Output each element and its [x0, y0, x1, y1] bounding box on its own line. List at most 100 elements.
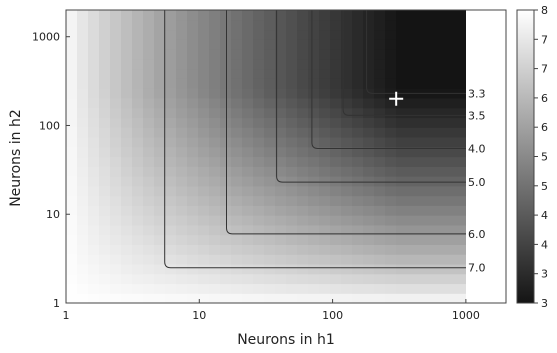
heatmap-cell [66, 283, 78, 294]
heatmap-cell [253, 283, 265, 294]
heatmap-cell [198, 234, 210, 245]
heatmap-cell [275, 293, 287, 303]
colorbar-tick-label: 5 [541, 151, 548, 164]
heatmap-cell [418, 185, 430, 197]
heatmap-cell [220, 78, 232, 89]
heatmap-cell [440, 185, 452, 197]
heatmap-cell [451, 205, 463, 216]
heatmap-cell [363, 185, 375, 197]
heatmap-cell [275, 29, 287, 40]
heatmap-cell [352, 97, 364, 109]
heatmap-cell [187, 234, 199, 245]
heatmap-cell [242, 224, 254, 236]
heatmap-cell [66, 29, 78, 40]
heatmap-cell [176, 215, 188, 226]
heatmap-cell [286, 49, 298, 60]
heatmap-cell [143, 185, 155, 197]
heatmap-cell [330, 166, 342, 177]
heatmap-cell [264, 10, 276, 21]
heatmap-cell [495, 78, 507, 88]
heatmap-cell [352, 166, 364, 177]
heatmap-cell [121, 185, 133, 197]
heatmap-cell [66, 205, 78, 216]
heatmap-cell [484, 78, 496, 88]
heatmap-cell [297, 205, 309, 216]
heatmap-cell [143, 127, 155, 138]
heatmap-cell [374, 166, 386, 177]
heatmap-cell [220, 146, 232, 158]
heatmap-cell [275, 283, 287, 294]
heatmap-cell [220, 156, 232, 167]
heatmap-cell [253, 117, 265, 128]
heatmap-cell [363, 88, 375, 99]
heatmap-cell [286, 78, 298, 89]
heatmap-cell [176, 254, 188, 265]
heatmap-cell [462, 58, 466, 70]
heatmap-cell [66, 185, 78, 197]
heatmap-cell [352, 254, 364, 265]
heatmap-cell [308, 156, 320, 167]
heatmap-cell [495, 166, 507, 176]
heatmap-cell [66, 49, 78, 60]
heatmap-cell [242, 254, 254, 265]
heatmap-cell [88, 107, 100, 119]
heatmap-cell [396, 156, 408, 167]
heatmap-cell [374, 29, 386, 40]
heatmap-cell [88, 234, 100, 245]
heatmap-cell [165, 273, 177, 285]
heatmap-cell [440, 78, 452, 89]
heatmap-cell [88, 273, 100, 285]
heatmap-cell [198, 176, 210, 187]
heatmap-cell [429, 97, 441, 109]
heatmap-cell [308, 29, 320, 40]
heatmap-cell [374, 185, 386, 197]
heatmap-cell [462, 127, 466, 138]
heatmap-cell [308, 273, 320, 285]
heatmap-cell [407, 19, 419, 31]
heatmap-cell [231, 263, 243, 275]
heatmap-cell [143, 10, 155, 21]
heatmap-cell [330, 127, 342, 138]
heatmap-cell [110, 263, 122, 275]
heatmap-cell [198, 156, 210, 167]
heatmap-cell [319, 97, 331, 109]
heatmap-cell [77, 58, 89, 70]
heatmap-cell [330, 283, 342, 294]
heatmap-cell [187, 263, 199, 275]
heatmap-cell [88, 166, 100, 177]
heatmap-cell [231, 234, 243, 245]
heatmap-cell [495, 225, 507, 235]
heatmap-cell [451, 244, 463, 255]
heatmap-cell [297, 283, 309, 294]
heatmap-cell [143, 176, 155, 187]
heatmap-cell [154, 88, 166, 99]
x-tick-label: 100 [322, 309, 343, 322]
heatmap-cell [286, 185, 298, 197]
heatmap-cell [99, 107, 111, 119]
heatmap-cell [88, 49, 100, 60]
heatmap-cell [99, 146, 111, 158]
heatmap-cell [121, 244, 133, 255]
heatmap-cell [429, 263, 441, 275]
heatmap-cell [297, 29, 309, 40]
heatmap-cell [286, 273, 298, 285]
heatmap-cell [440, 166, 452, 177]
heatmap-cell [77, 283, 89, 294]
heatmap-cell [341, 283, 353, 294]
heatmap-cell [154, 39, 166, 50]
heatmap-cell [407, 166, 419, 177]
heatmap-cell [99, 88, 111, 99]
heatmap-cell [418, 78, 430, 89]
colorbar-tick-label: 5 [541, 180, 548, 193]
heatmap-cell [330, 273, 342, 285]
heatmap-cell [121, 97, 133, 109]
heatmap-cell [484, 39, 496, 49]
heatmap-cell [462, 283, 466, 294]
heatmap-cell [462, 49, 466, 60]
heatmap-cell [363, 166, 375, 177]
heatmap-cell [330, 263, 342, 275]
heatmap-cell [308, 224, 320, 236]
heatmap-cell [110, 58, 122, 70]
heatmap-cell [407, 136, 419, 148]
heatmap-cell [77, 254, 89, 265]
